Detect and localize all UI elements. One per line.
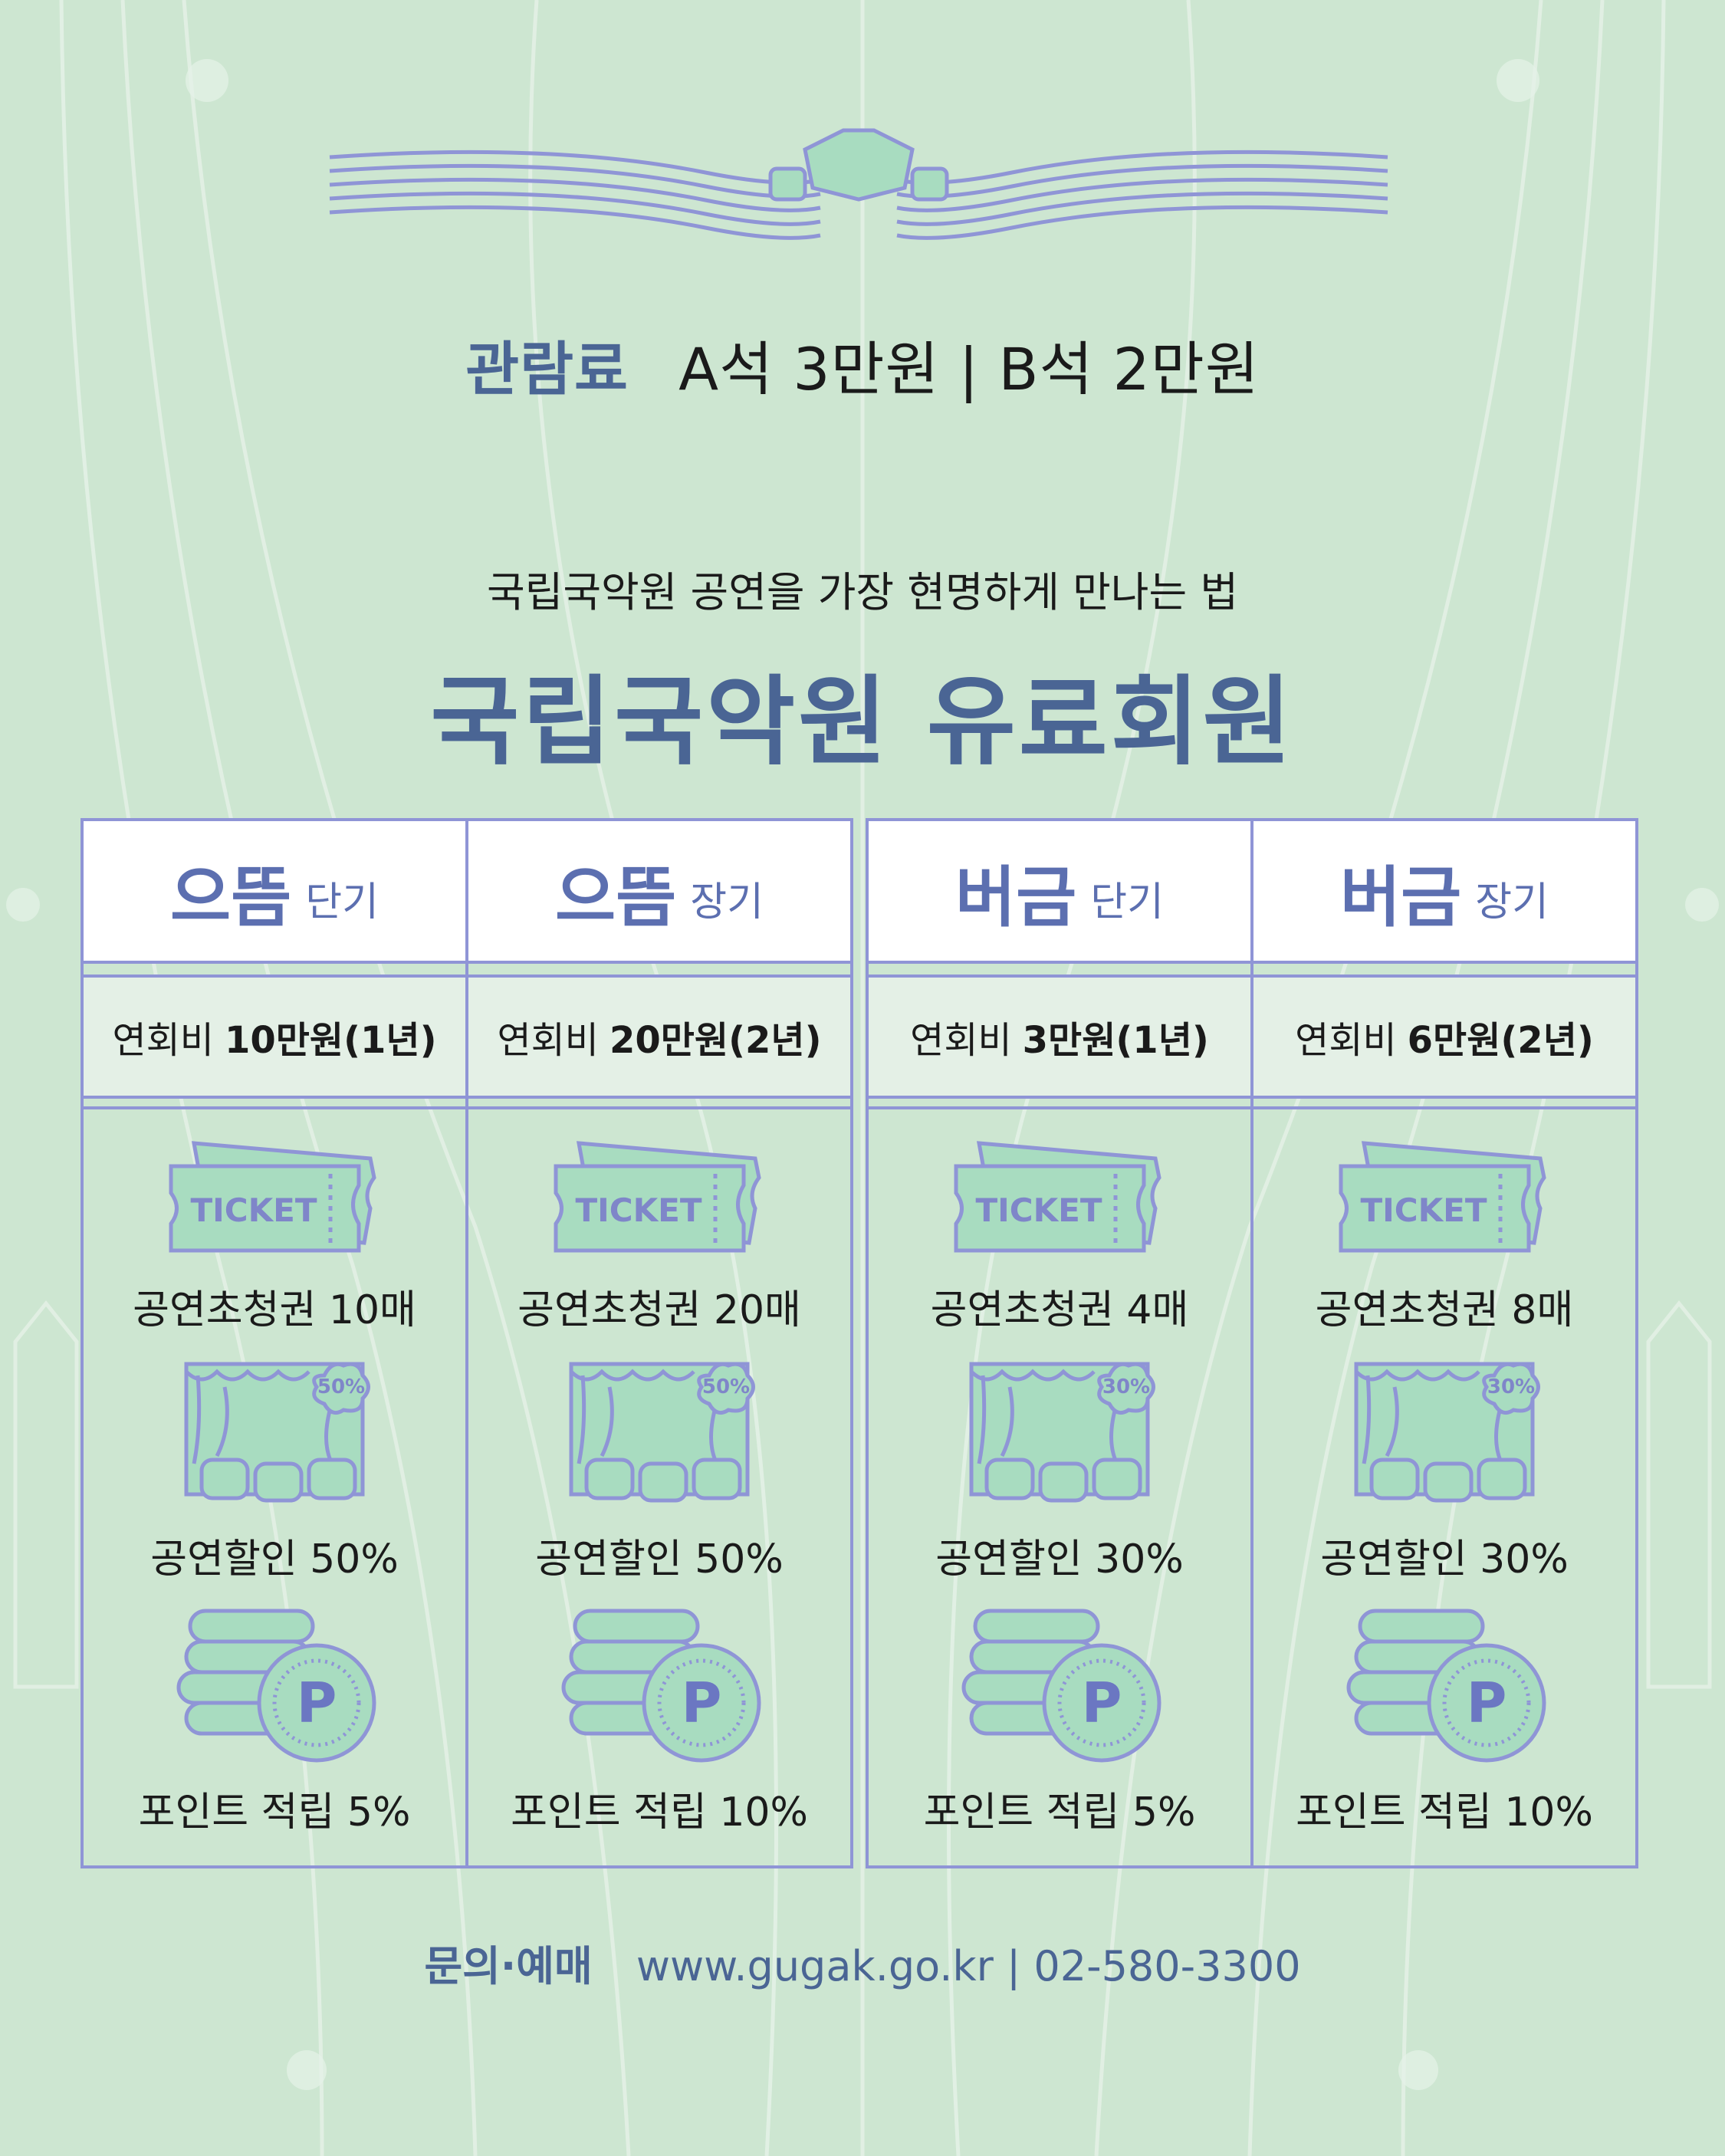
benefit-discount: 공연할인 30% (1320, 1536, 1569, 1582)
benefit-tickets: 공연초청권 20매 (518, 1287, 801, 1333)
contact-text[interactable]: www.gugak.go.kr | 02-580-3300 (636, 1942, 1301, 1990)
membership-plans: 으뜸 단기 연회비 10만원(1년) TICKET 공연초청권 10매 50% … (80, 818, 1644, 1868)
point-coins-icon: P (1346, 1609, 1546, 1763)
benefit-tickets: 공연초청권 8매 (1315, 1287, 1574, 1333)
point-coins-icon: P (561, 1609, 761, 1763)
discount-badge: 50% (317, 1375, 365, 1398)
plan-fee: 연회비 3만원(1년) (866, 974, 1254, 1109)
plan-card: 으뜸 장기 연회비 20만원(2년) TICKET 공연초청권 20매 50% … (465, 818, 853, 1868)
ticket-icon: TICKET (169, 1141, 376, 1253)
plan-card: 버금 장기 연회비 6만원(2년) TICKET 공연초청권 8매 30% 공연… (1250, 818, 1638, 1868)
page-title: 국립국악원 유료회원 (430, 666, 1295, 778)
discount-badge: 30% (1487, 1375, 1535, 1398)
plan-name: 버금 (1340, 859, 1462, 936)
price-text: A석 3만원 | B석 2만원 (678, 335, 1260, 403)
plan-card: 으뜸 단기 연회비 10만원(1년) TICKET 공연초청권 10매 50% … (80, 818, 468, 1868)
benefit-points: 포인트 적립 5% (923, 1790, 1196, 1836)
point-symbol: P (682, 1671, 722, 1735)
ticket-icon: TICKET (554, 1141, 761, 1253)
tassel-ornament-icon (329, 128, 1388, 240)
benefit-discount: 공연할인 50% (150, 1536, 399, 1582)
point-symbol: P (1467, 1671, 1507, 1735)
plan-name: 으뜸 (555, 859, 677, 936)
price-line: 관람료 A석 3만원 | B석 2만원 (0, 322, 1725, 406)
fee-label: 연회비 (1295, 1019, 1397, 1062)
contact-info: 문의·예매 www.gugak.go.kr | 02-580-3300 (0, 1932, 1725, 1993)
plan-header: 버금 단기 (869, 821, 1250, 964)
discount-badge: 30% (1102, 1375, 1150, 1398)
stage-seats-icon: 30% (969, 1362, 1155, 1503)
ticket-word: TICKET (191, 1191, 317, 1229)
discount-badge: 50% (702, 1375, 750, 1398)
ticket-icon: TICKET (1339, 1141, 1546, 1253)
ticket-word: TICKET (976, 1191, 1102, 1229)
fee-amount: 10만원(1년) (224, 1019, 437, 1062)
benefit-tickets: 공연초청권 4매 (930, 1287, 1189, 1333)
ticket-icon: TICKET (954, 1141, 1162, 1253)
plan-fee: 연회비 6만원(2년) (1250, 974, 1638, 1109)
plan-term: 장기 (1475, 879, 1549, 925)
plan-fee: 연회비 20만원(2년) (465, 974, 853, 1109)
ticket-word: TICKET (576, 1191, 702, 1229)
fee-label: 연회비 (112, 1019, 214, 1062)
plan-term: 단기 (1090, 879, 1164, 925)
point-symbol: P (1082, 1671, 1122, 1735)
plan-header: 으뜸 단기 (84, 821, 465, 964)
plan-name: 으뜸 (170, 859, 292, 936)
stage-seats-icon: 50% (569, 1362, 755, 1503)
point-coins-icon: P (961, 1609, 1162, 1763)
fee-amount: 20만원(2년) (609, 1019, 822, 1062)
plan-fee: 연회비 10만원(1년) (80, 974, 468, 1109)
benefit-tickets: 공연초청권 10매 (133, 1287, 416, 1333)
contact-label: 문의·예매 (424, 1942, 593, 1990)
plan-name: 버금 (955, 859, 1077, 936)
benefit-points: 포인트 적립 5% (138, 1790, 411, 1836)
stage-seats-icon: 30% (1354, 1362, 1540, 1503)
ticket-word: TICKET (1361, 1191, 1487, 1229)
stage-seats-icon: 50% (184, 1362, 370, 1503)
plan-term: 단기 (305, 879, 379, 925)
price-label: 관람료 (465, 335, 629, 403)
fee-label: 연회비 (497, 1019, 599, 1062)
fee-label: 연회비 (910, 1019, 1012, 1062)
plan-card: 버금 단기 연회비 3만원(1년) TICKET 공연초청권 4매 30% 공연… (866, 818, 1254, 1868)
point-symbol: P (297, 1671, 337, 1735)
fee-amount: 3만원(1년) (1022, 1019, 1209, 1062)
benefit-points: 포인트 적립 10% (1296, 1790, 1593, 1836)
plan-header: 버금 장기 (1254, 821, 1635, 964)
benefit-discount: 공연할인 30% (935, 1536, 1184, 1582)
fee-amount: 6만원(2년) (1407, 1019, 1594, 1062)
benefit-discount: 공연할인 50% (535, 1536, 784, 1582)
plan-term: 장기 (690, 879, 764, 925)
plan-header: 으뜸 장기 (468, 821, 850, 964)
point-coins-icon: P (176, 1609, 376, 1763)
benefit-points: 포인트 적립 10% (511, 1790, 808, 1836)
subtitle: 국립국악원 공연을 가장 현명하게 만나는 법 (486, 568, 1239, 616)
